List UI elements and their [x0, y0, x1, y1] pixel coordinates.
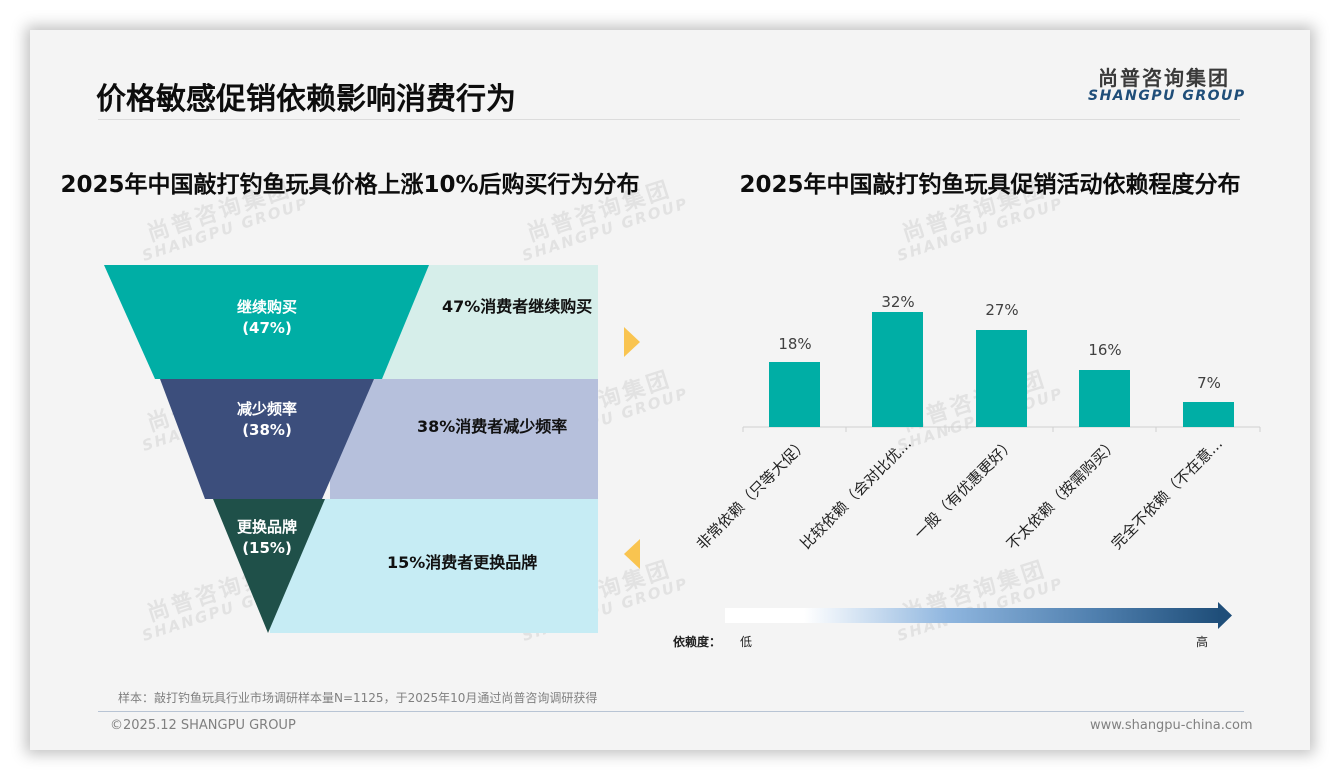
- bar-chart: [725, 312, 1261, 629]
- bar: [872, 312, 923, 427]
- bar-value-label: 32%: [881, 293, 915, 311]
- funnel-chart-title: 2025年中国敲打钓鱼玩具价格上涨10%后购买行为分布: [60, 172, 640, 198]
- funnel-band-3: [270, 499, 598, 633]
- funnel-band-description: 38%消费者减少频率: [417, 417, 568, 436]
- funnel-segment-3: [213, 499, 325, 633]
- copyright: ©2025.12 SHANGPU GROUP: [110, 718, 296, 733]
- funnel-segment-2: [160, 379, 374, 499]
- bar-value-label: 27%: [985, 301, 1019, 319]
- title-divider: [98, 119, 1240, 120]
- page-title: 价格敏感促销依赖影响消费行为: [96, 82, 516, 117]
- dependency-low-label: 低: [740, 635, 753, 649]
- footer-divider: [98, 711, 1244, 712]
- funnel-segment-label: 继续购买 (47%): [236, 298, 297, 337]
- funnel-band-description: 15%消费者更换品牌: [387, 553, 538, 572]
- logo-text-cn: 尚普咨询集团: [1098, 66, 1230, 90]
- arrow-left-icon: [624, 539, 640, 569]
- funnel-chart: [104, 265, 640, 633]
- bar-value-label: 7%: [1197, 374, 1221, 392]
- logo-text-en: SHANGPU GROUP: [1088, 88, 1246, 104]
- funnel-segment-label: 更换品牌 (15%): [236, 518, 297, 557]
- dependency-high-label: 高: [1196, 635, 1209, 649]
- arrow-right-icon: [624, 327, 640, 357]
- dependency-legend-label: 依赖度：: [673, 635, 722, 649]
- slide: 尚普咨询集团 SHANGPU GROUP 尚普咨询集团 SHANGPU GROUP …: [30, 30, 1310, 750]
- website-link[interactable]: www.shangpu-china.com: [1090, 718, 1253, 733]
- funnel-segment-1: [104, 265, 429, 379]
- source-note: 样本：敲打钓鱼玩具行业市场调研样本量N=1125，于2025年10月通过尚普咨询…: [118, 691, 598, 705]
- bar: [769, 362, 820, 427]
- bar-value-label: 18%: [778, 335, 812, 353]
- funnel-band-description: 47%消费者继续购买: [442, 297, 593, 316]
- bar-value-label: 16%: [1088, 341, 1122, 359]
- funnel-band-2: [330, 379, 598, 499]
- funnel-segment-label: 减少频率 (38%): [236, 400, 297, 439]
- bar: [976, 330, 1027, 427]
- bar-chart-title: 2025年中国敲打钓鱼玩具促销活动依赖程度分布: [739, 172, 1241, 198]
- bar: [1079, 370, 1130, 427]
- dependency-gradient-arrow: [725, 602, 1232, 629]
- bar: [1183, 402, 1234, 427]
